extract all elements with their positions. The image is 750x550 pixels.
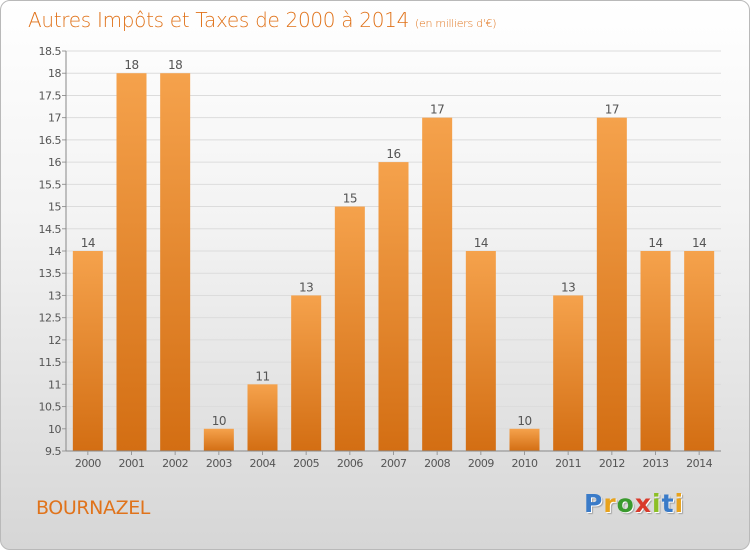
x-axis: 2000 2001 2002 2003 2004 2005 2006 2007 2008 2009… [66, 450, 721, 470]
bar-2004 [247, 384, 278, 451]
bar-value-label: 10 [517, 414, 531, 428]
unit-label: (en milliers d'€) [415, 17, 497, 30]
bar-2001 [116, 73, 147, 451]
bar-2013 [640, 251, 671, 451]
bar-value-label: 14 [692, 236, 706, 250]
bar-value-label: 14 [648, 236, 662, 250]
y-tick-label: 18 [48, 67, 61, 80]
bar-value-label: 14 [474, 236, 488, 250]
logo-letter: i [652, 489, 662, 518]
bar-value-label: 13 [561, 280, 575, 294]
y-tick-label: 17 [48, 112, 61, 125]
y-tick-label: 9.5 [45, 445, 61, 458]
bar-value-label: 10 [212, 414, 226, 428]
proxiti-logo[interactable]: Proxiti [584, 489, 684, 518]
logo-letter: i [674, 489, 685, 518]
x-tick-label: 2006 [337, 457, 363, 470]
x-tick-label: 2002 [162, 457, 188, 470]
bar-2012 [596, 117, 627, 452]
bar-2007 [378, 162, 409, 451]
x-tick-label: 2008 [424, 457, 450, 470]
y-tick-label: 12.5 [39, 312, 62, 325]
y-tick-label: 18.5 [39, 45, 62, 58]
bar-2006 [334, 206, 365, 451]
x-tick-label: 2003 [206, 457, 232, 470]
bar-value-label: 11 [255, 369, 269, 383]
bar-value-label: 18 [168, 58, 182, 72]
logo-letter: o [616, 489, 635, 518]
y-tick-label: 13.5 [39, 267, 62, 280]
bar-value-label: 14 [81, 236, 95, 250]
bar-2005 [291, 295, 322, 451]
logo-letter: r [603, 489, 617, 518]
y-tick-label: 12 [48, 334, 61, 347]
logo-letter: x [634, 489, 652, 518]
bar-2011 [553, 295, 584, 451]
x-tick-label: 2004 [250, 457, 276, 470]
chart-title: Autres Impôts et Taxes de 2000 à 2014 (en… [28, 8, 496, 32]
y-tick-label: 15.5 [39, 178, 62, 191]
bar-value-label: 15 [343, 192, 357, 206]
x-tick-label: 2010 [512, 457, 538, 470]
y-tick-label: 16.5 [39, 134, 62, 147]
y-tick-label: 10 [48, 423, 61, 436]
bar-2010 [509, 428, 540, 451]
y-axis: 9.5 10 10.5 11 11.5 12 12.5 13 13.5 14 14.5 15 15.5 1… [39, 45, 67, 458]
x-tick-label: 2005 [293, 457, 319, 470]
x-tick-label: 2013 [643, 457, 669, 470]
y-tick-label: 14.5 [39, 223, 62, 236]
y-tick-label: 11.5 [39, 356, 62, 369]
y-tick-label: 13 [48, 289, 61, 302]
bar-2014 [684, 251, 715, 451]
bar-2003 [203, 428, 234, 451]
logo-letter: t [661, 489, 675, 518]
bar-2000 [72, 251, 103, 451]
y-tick-label: 15 [48, 201, 61, 214]
title-text: Autres Impôts et Taxes de 2000 à 2014 [28, 8, 409, 32]
logo-letter: P [584, 489, 604, 518]
bar-value-label: 18 [124, 58, 138, 72]
bar-2002 [160, 73, 191, 451]
x-tick-label: 2000 [75, 457, 101, 470]
bar-value-label: 16 [386, 147, 400, 161]
x-tick-label: 2001 [119, 457, 145, 470]
y-tick-label: 11 [48, 378, 61, 391]
x-tick-label: 2009 [468, 457, 494, 470]
x-tick-label: 2014 [686, 457, 712, 470]
bar-2009 [465, 251, 496, 451]
y-tick-label: 16 [48, 156, 61, 169]
bar-2008 [422, 117, 453, 452]
x-tick-label: 2007 [381, 457, 407, 470]
y-tick-label: 17.5 [39, 89, 62, 102]
y-tick-label: 14 [48, 245, 61, 258]
bar-value-label: 17 [605, 103, 619, 117]
commune-name: BOURNAZEL [36, 497, 150, 519]
bar-value-label: 13 [299, 280, 313, 294]
x-tick-label: 2012 [599, 457, 625, 470]
x-tick-label: 2011 [555, 457, 581, 470]
y-tick-label: 10.5 [39, 401, 62, 414]
bar-value-label: 17 [430, 103, 444, 117]
bars: 14 18 18 10 11 13 15 16 17 14 10 13 17 14 14 [72, 58, 715, 452]
